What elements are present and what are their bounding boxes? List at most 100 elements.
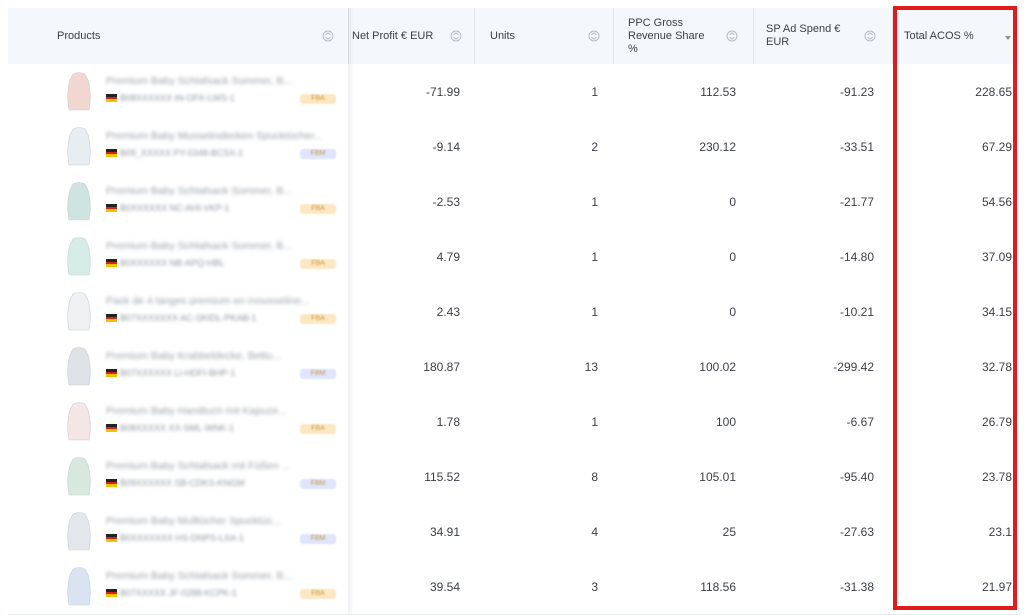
column-header-units[interactable]: Units xyxy=(490,29,516,42)
total-acos-cell: 34.15 xyxy=(981,304,1012,319)
units-cell: 3 xyxy=(591,579,598,594)
ppc-revenue-share-cell: 105.01 xyxy=(699,469,736,484)
table-row[interactable]: Premium Baby Mulltücher Spucktüc... B0XX… xyxy=(8,504,1020,560)
table-row[interactable]: Premium Baby Schlafsack Sommer, B... B07… xyxy=(8,559,1020,615)
sticky-column-shadow xyxy=(348,8,354,614)
product-thumbnail[interactable] xyxy=(56,290,102,334)
sp-header-line1: SP Ad Spend € xyxy=(766,23,841,35)
units-cell: 1 xyxy=(591,414,598,429)
product-sku: B07XXXXXXX AC-SKIDL-PKAB-1 xyxy=(120,313,257,323)
flag-icon xyxy=(106,149,117,157)
table-row[interactable]: Premium Baby Schlafsack Sommer, B... B0X… xyxy=(8,174,1020,230)
fulfillment-badge: FBM xyxy=(300,534,336,544)
product-name[interactable]: Premium Baby Schlafsack mit Füßen ... xyxy=(106,460,291,472)
flag-icon xyxy=(106,259,117,267)
flag-icon xyxy=(106,479,117,487)
flag-icon xyxy=(106,534,117,542)
product-thumbnail[interactable] xyxy=(56,125,102,169)
product-name[interactable]: Premium Baby Krabbeldecke, Bettu... xyxy=(106,350,282,362)
net-profit-cell: 4.79 xyxy=(436,249,460,264)
fulfillment-badge: FBM xyxy=(300,369,336,379)
product-thumbnail[interactable] xyxy=(56,235,102,279)
product-thumbnail[interactable] xyxy=(56,345,102,389)
sort-desc-icon[interactable] xyxy=(1002,32,1014,44)
sort-updown-icon[interactable] xyxy=(588,30,600,42)
column-header-total-acos[interactable]: Total ACOS % xyxy=(904,29,974,42)
product-sku: B0XXXXXX NB-APQ-HBL xyxy=(120,258,225,268)
column-divider xyxy=(348,8,349,64)
total-acos-cell: 23.1 xyxy=(988,524,1012,539)
product-name[interactable]: Premium Baby Mulltücher Spucktüc... xyxy=(106,515,282,527)
product-thumbnail[interactable] xyxy=(56,510,102,554)
fulfillment-badge: FBA xyxy=(300,204,336,214)
total-acos-cell: 67.29 xyxy=(981,139,1012,154)
ppc-revenue-share-cell: 100 xyxy=(715,414,736,429)
product-thumbnail[interactable] xyxy=(56,565,102,609)
column-header-net-profit[interactable]: Net Profit € EUR xyxy=(352,29,434,42)
sp-ad-spend-cell: -299.42 xyxy=(833,359,874,374)
units-cell: 13 xyxy=(584,359,598,374)
sp-ad-spend-cell: -6.67 xyxy=(846,414,874,429)
table-row[interactable]: Pack de 4 langes premium en mousseline..… xyxy=(8,284,1020,340)
table-row[interactable]: Premium Baby Schlafsack mit Füßen ... B0… xyxy=(8,449,1020,505)
product-sku: B08XXXXX XX-SML-WNK-1 xyxy=(120,423,235,433)
ppc-revenue-share-cell: 25 xyxy=(722,524,736,539)
total-acos-cell: 26.79 xyxy=(981,414,1012,429)
flag-icon xyxy=(106,94,117,102)
flag-icon xyxy=(106,589,117,597)
ppc-revenue-share-cell: 118.56 xyxy=(700,579,736,594)
sp-ad-spend-cell: -14.80 xyxy=(839,249,874,264)
sp-ad-spend-cell: -21.77 xyxy=(839,194,874,209)
fulfillment-badge: FBA xyxy=(300,424,336,434)
product-name[interactable]: Premium Baby Schlafsack Sommer, B... xyxy=(106,240,293,252)
product-thumbnail[interactable] xyxy=(56,455,102,499)
table-row[interactable]: Premium Baby Musselindecken Spucktücher.… xyxy=(8,119,1020,175)
product-name[interactable]: Premium Baby Schlafsack Sommer, B... xyxy=(106,75,293,87)
column-divider xyxy=(613,8,614,64)
product-name[interactable]: Pack de 4 langes premium en mousseline..… xyxy=(106,295,310,307)
table-row[interactable]: Premium Baby Schlafsack Sommer, B... B08… xyxy=(8,64,1020,120)
ppc-header-line1: PPC Gross xyxy=(628,16,684,29)
table-row[interactable]: Premium Baby Handtuch mit Kapuze... B08X… xyxy=(8,394,1020,450)
column-header-ppc-revenue-share[interactable]: PPC Gross Revenue Share % xyxy=(628,8,718,64)
sort-updown-icon[interactable] xyxy=(726,30,738,42)
fulfillment-badge: FBM xyxy=(300,149,336,159)
ppc-revenue-share-cell: 0 xyxy=(729,249,736,264)
ppc-header-line3: % xyxy=(628,42,638,55)
column-divider xyxy=(474,8,475,64)
net-profit-cell: -2.53 xyxy=(432,194,460,209)
column-divider xyxy=(892,8,893,64)
fulfillment-badge: FBA xyxy=(300,589,336,599)
ppc-revenue-share-cell: 112.53 xyxy=(700,84,736,99)
product-name[interactable]: Premium Baby Schlafsack Sommer, B... xyxy=(106,185,293,197)
sort-updown-icon[interactable] xyxy=(450,30,462,42)
product-name[interactable]: Premium Baby Handtuch mit Kapuze... xyxy=(106,405,287,417)
ppc-revenue-share-cell: 230.12 xyxy=(699,139,736,154)
sp-ad-spend-cell: -95.40 xyxy=(839,469,874,484)
units-cell: 1 xyxy=(591,304,598,319)
units-cell: 8 xyxy=(591,469,598,484)
table-row[interactable]: Premium Baby Krabbeldecke, Bettu... B07X… xyxy=(8,339,1020,395)
product-name[interactable]: Premium Baby Schlafsack Sommer, B... xyxy=(106,570,293,582)
product-thumbnail[interactable] xyxy=(56,70,102,114)
total-acos-cell: 54.56 xyxy=(981,194,1012,209)
product-sku: B0XXXXXXX HS-DNPS-LXA-1 xyxy=(120,533,245,543)
product-thumbnail[interactable] xyxy=(56,180,102,224)
total-acos-cell: 228.65 xyxy=(975,84,1012,99)
product-sku: B0XXXXXX NC-AHI-VKP-1 xyxy=(120,203,230,213)
sort-updown-icon[interactable] xyxy=(864,30,876,42)
column-divider xyxy=(753,8,754,64)
fulfillment-badge: FBA xyxy=(300,94,336,104)
product-thumbnail[interactable] xyxy=(56,400,102,444)
column-header-products[interactable]: Products xyxy=(57,29,101,42)
sp-ad-spend-cell: -31.38 xyxy=(839,579,874,594)
product-name[interactable]: Premium Baby Musselindecken Spucktücher.… xyxy=(106,130,323,142)
flag-icon xyxy=(106,424,117,432)
sort-updown-icon[interactable] xyxy=(322,30,334,42)
total-acos-cell: 37.09 xyxy=(981,249,1012,264)
table-row[interactable]: Premium Baby Schlafsack Sommer, B... B0X… xyxy=(8,229,1020,285)
highlight-box-total-acos xyxy=(893,6,1017,610)
ppc-revenue-share-cell: 0 xyxy=(729,304,736,319)
flag-icon xyxy=(106,369,117,377)
column-header-sp-ad-spend[interactable]: SP Ad Spend € EUR xyxy=(766,8,856,64)
